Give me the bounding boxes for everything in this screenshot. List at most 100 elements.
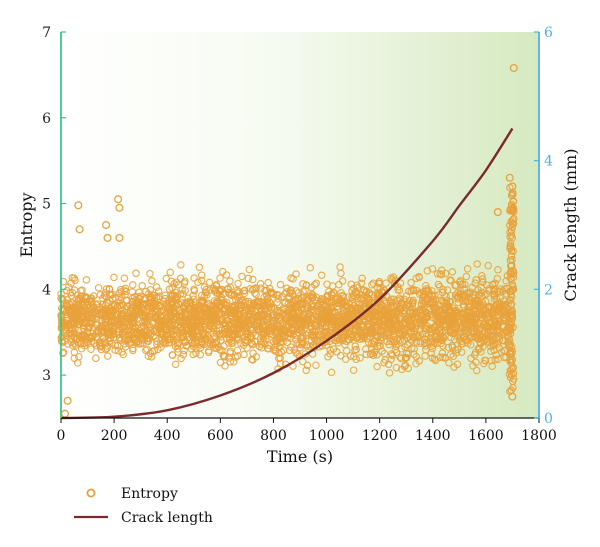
entropy-point (194, 305, 203, 313)
entropy-point (179, 290, 187, 298)
entropy-point (507, 243, 515, 251)
entropy-point (464, 303, 472, 312)
y-left-tick-label: 4 (42, 282, 51, 298)
entropy-point (209, 329, 217, 337)
entropy-point (92, 305, 101, 314)
entropy-point (133, 338, 141, 346)
entropy-point (285, 346, 294, 355)
entropy-point (114, 195, 123, 204)
entropy-point (328, 290, 336, 298)
entropy-point (129, 298, 137, 306)
entropy-point (219, 290, 228, 298)
entropy-point (472, 358, 480, 367)
entropy-point (446, 328, 454, 336)
entropy-point (252, 302, 261, 310)
entropy-point (88, 309, 97, 318)
entropy-point (180, 279, 189, 287)
entropy-point (507, 275, 515, 283)
entropy-point (220, 352, 228, 360)
entropy-point (235, 304, 244, 312)
entropy-point (148, 347, 157, 356)
entropy-point (421, 342, 430, 350)
entropy-point (115, 326, 124, 334)
entropy-point (380, 349, 389, 358)
entropy-point (423, 303, 432, 311)
entropy-point (152, 312, 161, 321)
entropy-point (306, 342, 314, 351)
entropy-point (207, 305, 216, 314)
entropy-point (120, 274, 129, 283)
entropy-point (410, 324, 419, 332)
entropy-point (96, 291, 105, 299)
entropy-point (402, 349, 411, 358)
entropy-point (488, 362, 496, 370)
entropy-point (117, 311, 126, 319)
entropy-point (58, 338, 67, 347)
entropy-point (229, 358, 238, 366)
entropy-point (174, 300, 183, 309)
entropy-point (216, 290, 224, 299)
y-left-tick-label: 7 (42, 25, 51, 41)
entropy-point (420, 316, 429, 325)
x-tick-label: 1000 (309, 428, 345, 444)
x-tick-label: 1200 (362, 428, 398, 444)
entropy-point (233, 346, 242, 355)
entropy-point (185, 306, 193, 314)
entropy-point (433, 308, 442, 317)
entropy-point (115, 233, 124, 242)
entropy-point (507, 226, 516, 235)
entropy-point (269, 317, 277, 325)
entropy-point (64, 340, 72, 348)
entropy-point (325, 320, 334, 328)
entropy-point (135, 288, 143, 297)
entropy-point (370, 321, 378, 330)
entropy-point (310, 295, 319, 304)
entropy-point (410, 344, 418, 353)
entropy-point (338, 298, 347, 306)
entropy-point (415, 309, 424, 317)
entropy-point (233, 352, 242, 360)
entropy-point (193, 315, 202, 324)
entropy-point (400, 306, 409, 315)
entropy-point (317, 331, 325, 339)
entropy-point (74, 201, 83, 210)
entropy-point (117, 293, 126, 302)
entropy-point (202, 285, 210, 294)
entropy-point (312, 361, 320, 369)
entropy-point (277, 330, 286, 338)
entropy-point (229, 307, 237, 315)
entropy-point (378, 322, 386, 331)
entropy-point (362, 288, 371, 296)
entropy-point (268, 330, 276, 338)
entropy-point (84, 322, 93, 330)
entropy-point (167, 277, 176, 286)
entropy-point (433, 270, 442, 278)
entropy-point (220, 353, 229, 361)
entropy-point (272, 337, 281, 346)
entropy-point (410, 350, 418, 358)
entropy-point (464, 339, 472, 347)
entropy-point (175, 323, 184, 332)
entropy-point (327, 297, 336, 306)
entropy-point (298, 333, 306, 342)
entropy-point (396, 353, 404, 361)
entropy-point (129, 346, 137, 355)
entropy-point (92, 320, 100, 329)
entropy-point (127, 338, 135, 346)
entropy-point (160, 308, 168, 316)
entropy-point (70, 348, 79, 357)
x-tick-label: 200 (101, 428, 128, 444)
entropy-point (154, 311, 162, 319)
entropy-point (488, 336, 497, 344)
entropy-point (82, 306, 90, 315)
entropy-point (128, 297, 136, 306)
entropy-point (221, 362, 229, 370)
entropy-point (198, 297, 206, 305)
entropy-point (82, 293, 90, 302)
entropy-point (138, 329, 146, 337)
entropy-point (342, 302, 351, 310)
entropy-point (497, 348, 506, 356)
entropy-point (420, 290, 428, 298)
entropy-point (326, 329, 335, 337)
